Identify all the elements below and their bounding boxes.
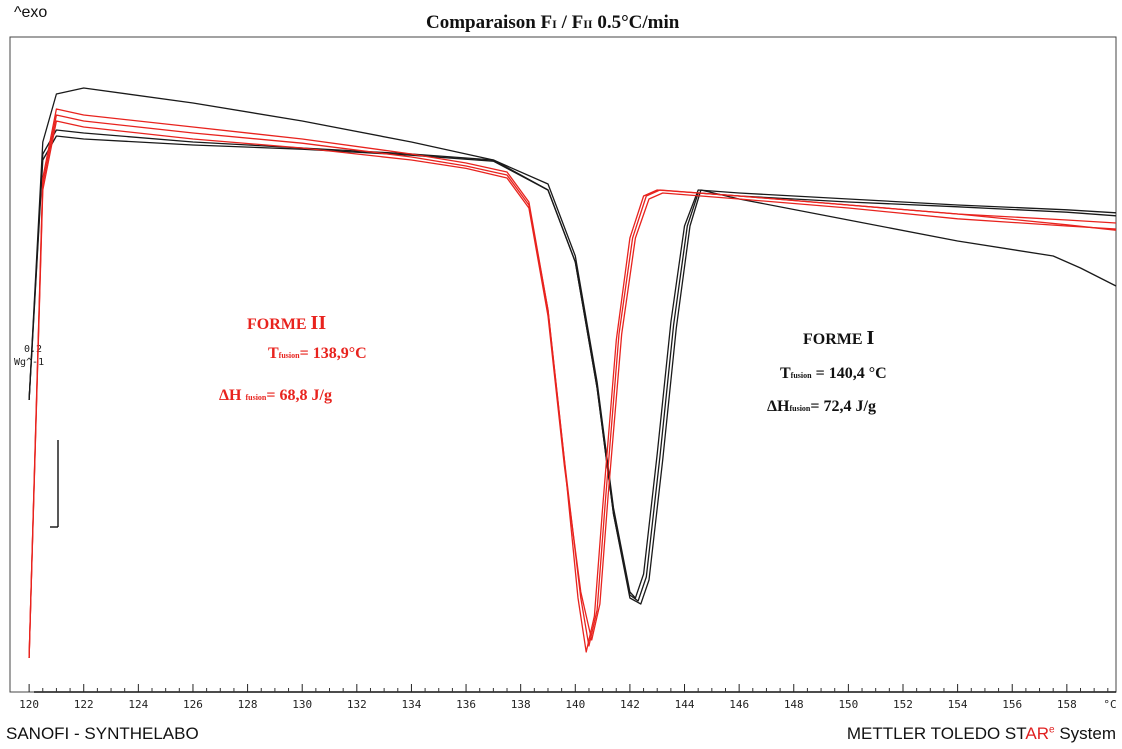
footer-company: SANOFI - SYNTHELABO (6, 724, 199, 743)
x-tick-label: 128 (238, 698, 258, 711)
x-tick-label: 148 (784, 698, 804, 711)
dsc-curve-forme2-6 (28, 120, 1117, 659)
exo-direction-label: ^exo (14, 4, 48, 21)
dsc-curve-forme2-4 (28, 108, 1117, 659)
x-tick-label: 150 (838, 698, 858, 711)
x-tick-label: 124 (128, 698, 148, 711)
dsc-curve-forme1-2 (28, 129, 1117, 605)
x-tick-label: 154 (948, 698, 968, 711)
forme2-dhfusion: ΔH fusion= 68,8 J/g (219, 387, 332, 404)
dsc-curve-forme1-1 (28, 87, 1117, 599)
x-tick-label: 122 (74, 698, 94, 711)
y-scale-unit: Wg^-1 (14, 357, 45, 368)
forme1-dhfusion: ΔHfusion= 72,4 J/g (767, 398, 876, 415)
x-tick-label: 134 (401, 698, 421, 711)
x-tick-label: 158 (1057, 698, 1077, 711)
x-tick-label: 126 (183, 698, 203, 711)
x-tick-label: 132 (347, 698, 367, 711)
title-part-a: Comparaison F (426, 12, 553, 33)
x-tick-label: 140 (565, 698, 585, 711)
forme1-name: FORME I (803, 327, 875, 349)
forme2-name: FORME II (247, 312, 327, 334)
plot-frame (9, 36, 1117, 693)
x-tick-label: 144 (675, 698, 695, 711)
x-tick-label: 130 (292, 698, 312, 711)
x-tick-label: 138 (511, 698, 531, 711)
title-part-c: 0.5°C/min (592, 12, 680, 33)
x-tick-label: 156 (1002, 698, 1022, 711)
title-sub-1: I (552, 17, 557, 31)
title-part-b: / F (556, 12, 584, 33)
y-scale-value: 0.2 (24, 344, 43, 355)
dsc-curve-forme2-5 (28, 114, 1117, 659)
footer-instrument: METTLER TOLEDO STARe System (846, 724, 1116, 743)
chart-title: Comparaison FI / FII 0.5°C/min (426, 12, 679, 34)
x-tick-label: 152 (893, 698, 913, 711)
x-tick-label: 136 (456, 698, 476, 711)
x-tick-label: 142 (620, 698, 640, 711)
x-tick-label: 146 (729, 698, 749, 711)
forme1-tfusion: Tfusion = 140,4 °C (780, 365, 887, 382)
y-scale-label: 0.2 Wg^-1 (14, 343, 44, 369)
forme2-tfusion: Tfusion= 138,9°C (268, 345, 367, 362)
x-tick-label: 120 (19, 698, 39, 711)
title-sub-2: II (583, 17, 593, 31)
x-axis-unit: °C (1103, 698, 1116, 711)
